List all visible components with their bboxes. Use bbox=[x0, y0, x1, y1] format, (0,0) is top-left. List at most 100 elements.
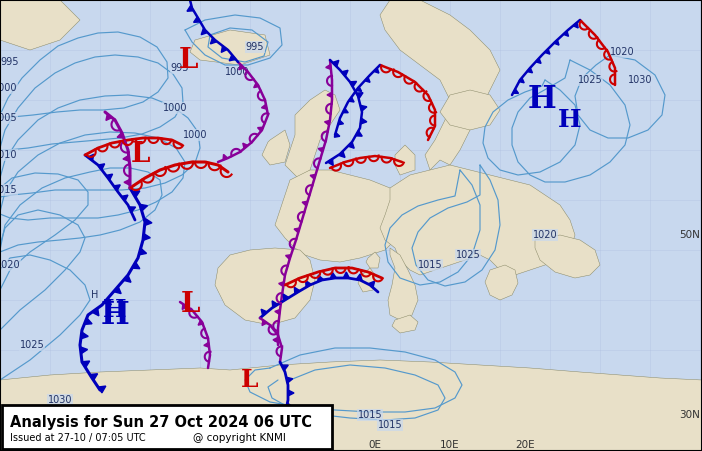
Polygon shape bbox=[90, 374, 98, 381]
Polygon shape bbox=[274, 309, 280, 314]
Polygon shape bbox=[106, 114, 112, 120]
Polygon shape bbox=[285, 90, 340, 180]
Polygon shape bbox=[117, 133, 124, 138]
Polygon shape bbox=[124, 275, 131, 282]
Polygon shape bbox=[343, 108, 348, 113]
Polygon shape bbox=[223, 154, 227, 160]
Polygon shape bbox=[527, 68, 533, 73]
Polygon shape bbox=[123, 155, 129, 161]
Polygon shape bbox=[0, 0, 80, 50]
Polygon shape bbox=[221, 46, 227, 52]
Polygon shape bbox=[114, 185, 120, 191]
Polygon shape bbox=[262, 320, 267, 326]
Polygon shape bbox=[348, 142, 355, 148]
Polygon shape bbox=[286, 377, 293, 383]
Polygon shape bbox=[243, 143, 248, 149]
Polygon shape bbox=[349, 97, 354, 102]
Polygon shape bbox=[132, 191, 140, 198]
Polygon shape bbox=[310, 175, 316, 179]
FancyBboxPatch shape bbox=[2, 405, 332, 449]
Polygon shape bbox=[440, 90, 500, 130]
Polygon shape bbox=[357, 93, 363, 98]
Polygon shape bbox=[485, 265, 518, 300]
Polygon shape bbox=[545, 49, 550, 54]
Text: 1020: 1020 bbox=[0, 260, 20, 270]
Polygon shape bbox=[275, 170, 410, 262]
Polygon shape bbox=[327, 159, 333, 166]
Polygon shape bbox=[286, 403, 293, 409]
Text: 50N: 50N bbox=[680, 230, 701, 240]
Polygon shape bbox=[187, 5, 194, 11]
Polygon shape bbox=[84, 318, 92, 324]
Polygon shape bbox=[513, 89, 519, 93]
Polygon shape bbox=[132, 262, 140, 269]
Polygon shape bbox=[279, 282, 284, 287]
Polygon shape bbox=[302, 201, 307, 206]
Polygon shape bbox=[341, 70, 348, 76]
Polygon shape bbox=[98, 164, 105, 170]
Text: L: L bbox=[178, 46, 198, 74]
Text: 1000: 1000 bbox=[183, 130, 207, 140]
Polygon shape bbox=[139, 248, 147, 255]
Polygon shape bbox=[88, 154, 94, 161]
Polygon shape bbox=[286, 255, 291, 259]
Polygon shape bbox=[211, 37, 217, 44]
Text: 1025: 1025 bbox=[456, 250, 480, 260]
Polygon shape bbox=[361, 118, 367, 124]
Polygon shape bbox=[334, 133, 340, 137]
Text: 995: 995 bbox=[171, 63, 190, 73]
Text: H: H bbox=[103, 298, 127, 322]
Text: L: L bbox=[180, 291, 200, 318]
Polygon shape bbox=[262, 130, 290, 165]
Polygon shape bbox=[288, 390, 294, 396]
Polygon shape bbox=[380, 0, 500, 170]
Polygon shape bbox=[305, 281, 311, 287]
Polygon shape bbox=[274, 337, 280, 342]
Polygon shape bbox=[204, 342, 209, 347]
Polygon shape bbox=[272, 301, 278, 308]
Polygon shape bbox=[258, 127, 263, 132]
Polygon shape bbox=[573, 23, 578, 28]
Polygon shape bbox=[395, 145, 415, 175]
Polygon shape bbox=[104, 298, 112, 305]
Polygon shape bbox=[92, 308, 99, 316]
Text: Analysis for Sun 27 Oct 2024 06 UTC: Analysis for Sun 27 Oct 2024 06 UTC bbox=[10, 415, 312, 430]
Text: 995: 995 bbox=[1, 57, 19, 67]
Polygon shape bbox=[350, 81, 357, 87]
Text: H: H bbox=[91, 290, 99, 300]
Polygon shape bbox=[261, 309, 267, 316]
Polygon shape bbox=[198, 320, 204, 325]
Polygon shape bbox=[356, 87, 362, 92]
Text: 10E: 10E bbox=[440, 440, 460, 450]
Polygon shape bbox=[343, 272, 350, 278]
Polygon shape bbox=[230, 55, 236, 61]
Text: 1025: 1025 bbox=[578, 75, 602, 85]
Text: H: H bbox=[558, 108, 582, 132]
Polygon shape bbox=[294, 287, 300, 294]
Text: 1015: 1015 bbox=[378, 420, 402, 430]
Text: L: L bbox=[241, 368, 259, 392]
Polygon shape bbox=[356, 274, 362, 281]
Polygon shape bbox=[253, 83, 259, 87]
Polygon shape bbox=[183, 304, 187, 309]
Polygon shape bbox=[124, 179, 130, 185]
Text: H: H bbox=[528, 84, 557, 115]
Polygon shape bbox=[373, 68, 379, 73]
Text: 1000: 1000 bbox=[225, 67, 249, 77]
Polygon shape bbox=[380, 165, 575, 275]
Polygon shape bbox=[563, 31, 569, 36]
Text: 1010: 1010 bbox=[0, 150, 18, 160]
Polygon shape bbox=[129, 207, 135, 212]
Polygon shape bbox=[536, 58, 541, 64]
Text: 30N: 30N bbox=[680, 410, 701, 420]
Text: 1030: 1030 bbox=[628, 75, 652, 85]
Polygon shape bbox=[0, 360, 702, 451]
Polygon shape bbox=[215, 248, 315, 325]
Polygon shape bbox=[324, 120, 330, 125]
Text: 0E: 0E bbox=[369, 440, 381, 450]
Polygon shape bbox=[355, 131, 362, 136]
Text: 1020: 1020 bbox=[533, 230, 557, 240]
Text: 1015: 1015 bbox=[358, 410, 383, 420]
Text: H: H bbox=[100, 299, 129, 331]
Polygon shape bbox=[327, 92, 332, 97]
